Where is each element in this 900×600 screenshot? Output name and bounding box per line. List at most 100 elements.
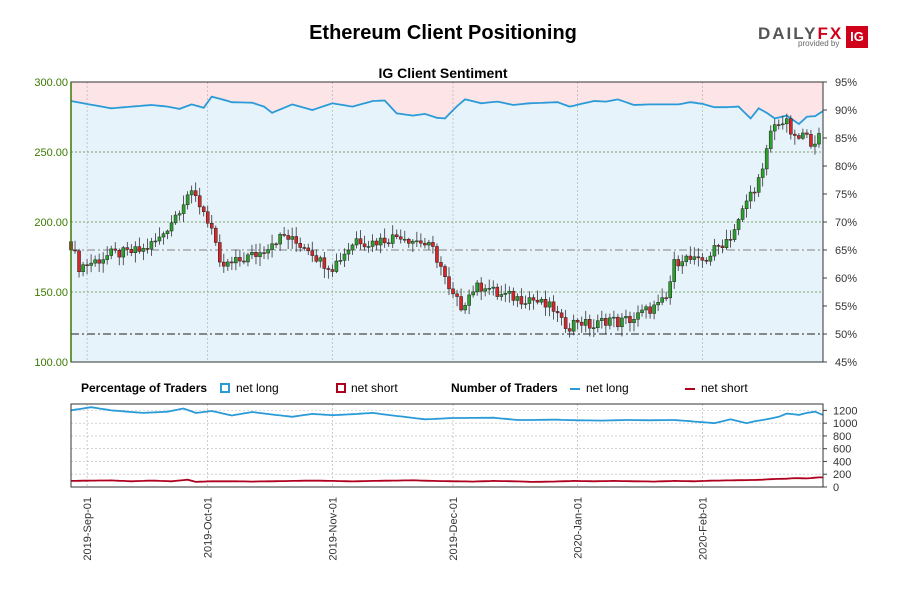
y2-tick-label: 85% xyxy=(835,133,857,145)
candle xyxy=(274,243,278,246)
candle xyxy=(559,312,564,318)
y2-tick-label: 70% xyxy=(835,217,857,229)
candle xyxy=(407,238,411,244)
candle xyxy=(382,237,387,244)
candle xyxy=(185,194,190,206)
candle xyxy=(326,268,331,270)
candle xyxy=(680,261,685,267)
candle xyxy=(640,309,644,313)
candle xyxy=(338,260,343,262)
candle xyxy=(386,242,391,245)
num-traders-long-line xyxy=(70,406,824,425)
lower-y-tick-label: 800 xyxy=(833,431,851,443)
x-tick-label: 2019-Nov-01 xyxy=(327,497,339,561)
ig-logo-icon: IG xyxy=(846,26,868,48)
y-tick-label: 100.00 xyxy=(34,357,68,369)
candle xyxy=(129,249,134,254)
candle xyxy=(447,276,451,290)
candle xyxy=(756,177,761,193)
candle xyxy=(89,262,93,266)
legend-num-title: Number of Traders xyxy=(451,381,558,395)
candle xyxy=(644,306,648,311)
candle xyxy=(218,242,222,263)
candle xyxy=(789,118,793,135)
candle xyxy=(342,253,347,261)
candle xyxy=(463,305,467,311)
candle xyxy=(491,286,496,289)
candle xyxy=(161,233,166,238)
candle xyxy=(290,236,294,240)
x-tick-label: 2019-Sep-01 xyxy=(82,497,94,561)
candle xyxy=(101,259,105,264)
lower-y-tick-label: 400 xyxy=(833,456,851,468)
candle xyxy=(587,319,592,329)
candle xyxy=(362,243,367,248)
candle xyxy=(141,248,146,252)
candle xyxy=(809,134,813,147)
y2-tick-label: 45% xyxy=(835,357,857,369)
candle xyxy=(197,195,202,208)
candle xyxy=(728,239,733,241)
num-traders-short-line xyxy=(71,476,823,483)
logo-wordmark: DAILYFX xyxy=(758,24,844,43)
candle xyxy=(672,259,676,282)
candle xyxy=(684,255,689,262)
candle xyxy=(752,191,757,194)
candle xyxy=(467,294,471,306)
candle xyxy=(415,240,419,243)
candle xyxy=(85,264,89,266)
candle xyxy=(213,227,218,243)
candle xyxy=(503,293,508,295)
candle xyxy=(302,247,307,249)
candle xyxy=(266,249,270,254)
candle xyxy=(459,296,463,311)
net-short-area xyxy=(71,82,823,124)
candle xyxy=(117,250,122,258)
candle xyxy=(105,255,109,260)
dailyfx-logo: DAILYFX provided by IG xyxy=(758,24,870,50)
candle xyxy=(177,213,182,216)
candle xyxy=(201,206,206,212)
candle xyxy=(648,306,652,314)
lower-y-tick-label: 0 xyxy=(833,482,839,494)
candle xyxy=(209,223,214,229)
candle xyxy=(149,241,154,250)
candle xyxy=(230,261,234,264)
candle xyxy=(258,252,262,257)
candle xyxy=(483,288,487,292)
candle xyxy=(744,200,749,209)
candle xyxy=(113,248,118,251)
candle xyxy=(318,257,323,262)
candle xyxy=(298,243,302,248)
candle xyxy=(499,294,504,297)
legend-num-short: net short xyxy=(701,381,748,395)
legend-num-long: net long xyxy=(586,381,629,395)
candle xyxy=(676,259,681,267)
candle xyxy=(366,246,371,248)
candle xyxy=(531,297,536,301)
candle xyxy=(286,235,290,240)
candle xyxy=(732,229,737,240)
candle xyxy=(97,259,101,264)
candle xyxy=(306,247,311,252)
x-tick-label: 2019-Oct-01 xyxy=(203,497,215,558)
y2-tick-label: 90% xyxy=(835,105,857,117)
y2-tick-label: 65% xyxy=(835,245,857,257)
legend-pct-long: net long xyxy=(236,381,279,395)
legend-num-short-swatch xyxy=(685,388,695,390)
candle xyxy=(692,256,697,260)
candle xyxy=(451,288,455,295)
candle xyxy=(77,250,81,273)
candle xyxy=(712,245,717,257)
y2-tick-label: 75% xyxy=(835,189,857,201)
candle xyxy=(181,204,186,214)
net-long-pct-line xyxy=(70,95,824,126)
y-tick-label: 200.00 xyxy=(34,217,68,229)
candle xyxy=(455,293,459,297)
candle xyxy=(632,319,636,323)
candle xyxy=(145,248,150,250)
candle xyxy=(519,296,524,305)
candle xyxy=(664,297,668,299)
candle xyxy=(527,297,532,304)
lower-y-tick-label: 600 xyxy=(833,444,851,456)
